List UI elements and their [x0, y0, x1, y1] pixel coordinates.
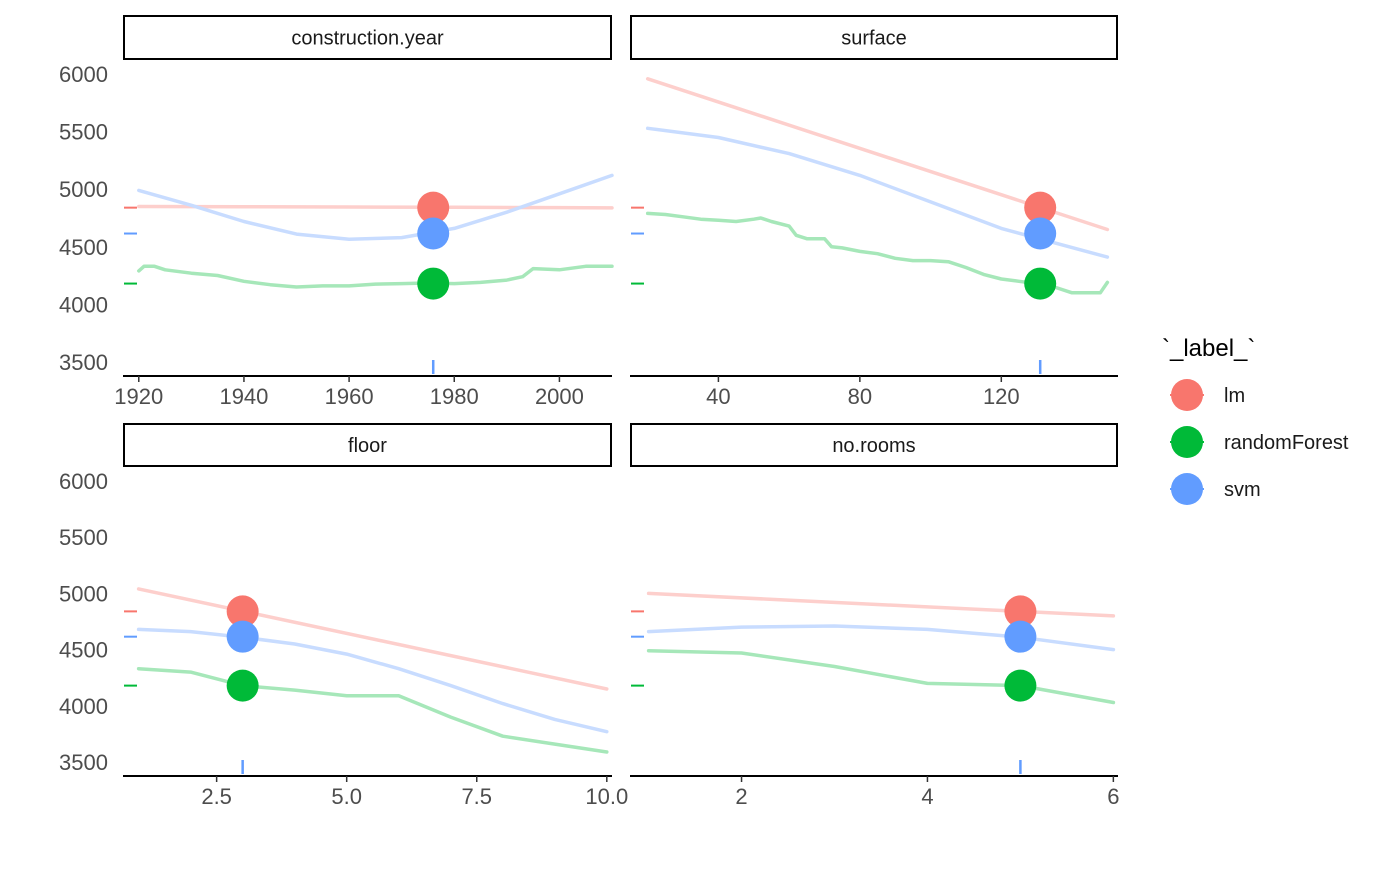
observation-point-svm [1004, 620, 1037, 653]
observation-point-lm [417, 191, 450, 224]
x-tick-label: 1980 [430, 384, 479, 409]
panel-strip-label: no.rooms [832, 435, 915, 457]
observation-point-randomForest [1024, 267, 1057, 300]
panel-strip-label: construction.year [291, 28, 444, 50]
y-tick-label: 4000 [59, 694, 108, 719]
observation-point-randomForest [417, 267, 450, 300]
legend-key-point-svm [1171, 473, 1203, 505]
x-tick-label: 6 [1107, 784, 1119, 809]
panel-strip [123, 423, 612, 467]
legend-key-point-lm [1171, 379, 1203, 411]
y-tick-label: 6000 [59, 469, 108, 494]
series-line-randomForest [137, 264, 614, 289]
panel-strip [630, 423, 1118, 467]
x-tick-label: 80 [848, 384, 872, 409]
series-line-svm [136, 627, 609, 734]
series-line-lm [136, 587, 609, 691]
observation-point-randomForest [1004, 669, 1037, 702]
x-tick-label: 120 [983, 384, 1020, 409]
y-tick-label: 5500 [59, 120, 108, 145]
x-tick-label: 4 [921, 784, 933, 809]
y-tick-label: 3500 [59, 350, 108, 375]
series-line-lm [137, 204, 614, 210]
panel-floor: floor 2.5 5.0 7.5 10.0 3500 4000 4500 5000 5500 60… [59, 423, 628, 809]
legend-key-point-randomForest [1171, 426, 1203, 458]
panel-strip-label: surface [841, 28, 907, 50]
series-line-svm [645, 126, 1110, 259]
x-tick-label: 1940 [219, 384, 268, 409]
series-line-svm [646, 624, 1116, 652]
observation-point-randomForest [226, 669, 259, 702]
x-tick-label: 2.5 [201, 784, 232, 809]
series-line-svm [137, 173, 614, 242]
y-tick-label: 3500 [59, 750, 108, 775]
panel-construction-year: construction.year 1920 1940 1960 1980 2000 350… [59, 15, 614, 409]
x-tick-label: 5.0 [331, 784, 362, 809]
legend-title: `_label_` [1162, 335, 1255, 362]
x-tick-label: 1960 [325, 384, 374, 409]
series-line-randomForest [646, 648, 1116, 705]
x-tick-label: 2000 [535, 384, 584, 409]
panel-no-rooms: no.rooms 2 4 6 [630, 423, 1119, 809]
panel-strip-label: floor [348, 435, 387, 457]
observation-point-lm [226, 595, 259, 628]
observation-point-svm [1024, 217, 1057, 250]
y-tick-label: 5000 [59, 581, 108, 606]
observation-point-svm [417, 217, 450, 250]
y-tick-label: 5000 [59, 177, 108, 202]
legend: `_label_`lm randomForest svm [1162, 335, 1349, 505]
observation-point-lm [1024, 191, 1057, 224]
x-tick-label: 40 [706, 384, 730, 409]
y-tick-label: 4500 [59, 638, 108, 663]
panel-strip [123, 15, 612, 60]
x-tick-label: 7.5 [461, 784, 492, 809]
y-tick-label: 4000 [59, 292, 108, 317]
legend-label-lm: lm [1224, 385, 1245, 407]
y-tick-label: 4500 [59, 235, 108, 260]
x-tick-label: 2 [735, 784, 747, 809]
panel-strip [630, 15, 1118, 60]
y-tick-label: 5500 [59, 525, 108, 550]
series-line-lm [646, 591, 1116, 618]
y-tick-label: 6000 [59, 62, 108, 87]
x-tick-label: 10.0 [585, 784, 628, 809]
observation-point-svm [226, 620, 259, 653]
legend-label-svm: svm [1224, 479, 1261, 501]
x-tick-label: 1920 [114, 384, 163, 409]
observation-point-lm [1004, 595, 1037, 628]
panel-surface: surface 40 80 120 [630, 15, 1118, 409]
series-line-randomForest [136, 666, 609, 754]
legend-label-randomForest: randomForest [1224, 432, 1349, 454]
